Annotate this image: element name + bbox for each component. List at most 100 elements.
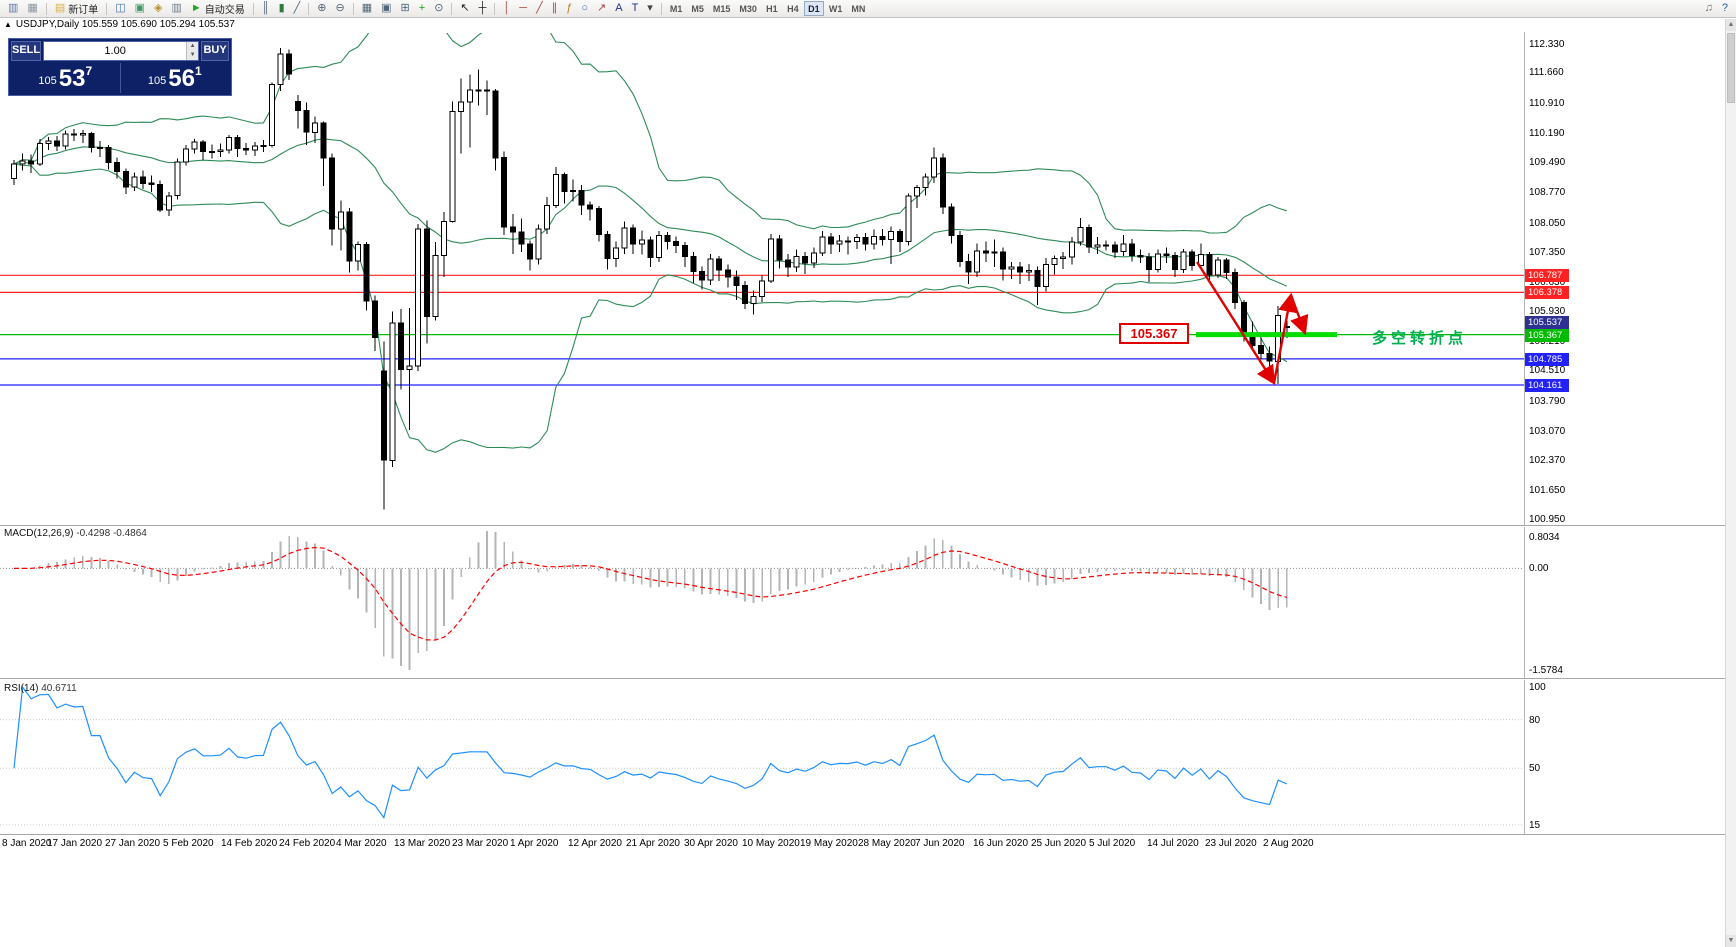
indicators-icon: + [418, 2, 426, 14]
new-order-label: 新订单 [68, 5, 99, 16]
timeframe-m30[interactable]: M30 [739, 4, 757, 14]
indicators-button[interactable]: + [415, 1, 429, 17]
trend-arrow-1[interactable] [1195, 261, 1276, 386]
line-chart-button[interactable]: ╱ [290, 1, 305, 17]
sell-price-big: 53 [58, 65, 86, 92]
bollinger-upper-band [13, 33, 1287, 234]
crosshair-button[interactable]: ┼ [475, 1, 491, 17]
tile-windows-button[interactable]: ▦ [358, 1, 376, 17]
main-toolbar: ▥ ▦ ▤ 新订单 ◫ ▣ ◈ ▥ ► 自动交易 ║ ▮ ╱ ⊕ ⊖ ▦ ▣ ⊞ + ⊙ ↖ ┼ │ ─ ╱ ∥ ƒ ○ ↗ A T ▾ M1 M… [0, 0, 1736, 18]
new-order-icon: ▤ [54, 2, 66, 14]
scrollbar-up-icon[interactable]: ▲ [1726, 19, 1736, 31]
timeframe-m5[interactable]: M5 [691, 4, 704, 14]
shapes-icon: ○ [581, 2, 588, 14]
toolbar-separator [308, 2, 310, 15]
trend-arrow-2[interactable] [1272, 292, 1298, 384]
scrollbar-down-icon[interactable]: ▼ [1726, 935, 1736, 947]
vertical-line-button[interactable]: │ [499, 1, 514, 17]
scrollbar-thumb[interactable] [1727, 33, 1735, 103]
sound-button[interactable]: ♫ [1701, 1, 1717, 17]
collapse-triangle-icon[interactable]: ▲ [4, 20, 12, 29]
cursor-button[interactable]: ↖ [456, 1, 473, 17]
toolbar-separator [494, 2, 496, 15]
one-click-trading-panel: SELL ▲ ▼ BUY 105 53 7 105 56 1 [8, 38, 232, 96]
cursor-icon: ↖ [460, 2, 470, 14]
lot-down-icon[interactable]: ▼ [189, 52, 196, 58]
sell-button[interactable]: SELL [11, 41, 42, 61]
arrows-tool-button[interactable]: ↗ [593, 1, 610, 17]
zoom-out-button[interactable]: ⊖ [332, 1, 349, 17]
horizontal-line-button[interactable]: ─ [515, 1, 531, 17]
profiles-icon: ▦ [27, 2, 38, 14]
periods-button[interactable]: ⊙ [430, 1, 447, 17]
help-icon: ? [1721, 2, 1728, 14]
fibonacci-button[interactable]: ƒ [562, 1, 576, 17]
channel-button[interactable]: ∥ [548, 1, 562, 17]
timeframe-m1[interactable]: M1 [669, 4, 683, 14]
lot-up-icon[interactable]: ▲ [189, 43, 196, 49]
text-label-button[interactable]: T [628, 1, 643, 17]
crosshair-icon: ┼ [478, 2, 487, 14]
toolbar-separator [45, 2, 47, 15]
bar-chart-icon: ║ [261, 2, 270, 14]
trade-panel-prices: 105 53 7 105 56 1 [11, 63, 229, 93]
help-button[interactable]: ? [1718, 1, 1732, 17]
candlestick-chart-button[interactable]: ▮ [275, 1, 289, 17]
lot-size-input[interactable] [44, 42, 187, 60]
new-order-button[interactable]: ▤ 新订单 [51, 1, 102, 17]
auto-arrange-icon: ▣ [381, 2, 392, 14]
market-watch-icon: ◫ [115, 2, 126, 14]
horizontal-line-icon: ─ [519, 2, 528, 14]
market-watch-button[interactable]: ◫ [111, 1, 129, 17]
objects-more-button[interactable]: ▾ [643, 1, 657, 17]
candlestick-series [11, 47, 1290, 510]
autotrading-label: 自动交易 [204, 5, 245, 16]
shapes-button[interactable]: ○ [577, 1, 592, 17]
new-chart-button[interactable]: ▥ [4, 1, 22, 17]
timeframe-d1[interactable]: D1 [803, 1, 824, 16]
macd-signal-line [14, 546, 1287, 641]
grid-icon: ⊞ [400, 2, 410, 14]
zoom-out-icon: ⊖ [335, 2, 345, 14]
timeframe-h4[interactable]: H4 [787, 4, 799, 14]
buy-price-pip: 1 [194, 64, 202, 78]
text-button[interactable]: A [611, 1, 626, 17]
line-chart-icon: ╱ [293, 2, 301, 14]
zoom-in-button[interactable]: ⊕ [313, 1, 330, 17]
toolbar-separator [106, 2, 108, 15]
trend-arrow-3[interactable] [1289, 294, 1309, 336]
timeframe-w1[interactable]: W1 [828, 4, 843, 14]
toolbar-separator [451, 2, 453, 15]
arrows-tool-icon: ↗ [597, 2, 607, 14]
sell-price-button[interactable]: 105 53 7 [11, 63, 120, 93]
buy-button[interactable]: BUY [201, 41, 229, 61]
auto-arrange-button[interactable]: ▣ [377, 1, 395, 17]
trendline-button[interactable]: ╱ [532, 1, 547, 17]
sell-price-pip: 7 [85, 64, 93, 78]
profiles-button[interactable]: ▦ [23, 1, 41, 17]
vertical-line-icon: │ [503, 2, 511, 14]
toolbar-separator [660, 2, 662, 15]
panel-separator-macd[interactable] [0, 525, 1736, 527]
navigator-button[interactable]: ◈ [150, 1, 166, 17]
terminal-button[interactable]: ▥ [168, 1, 186, 17]
main-chart-panel [0, 33, 1524, 510]
navigator-icon: ◈ [154, 2, 163, 14]
autotrading-icon: ► [190, 2, 202, 14]
date-axis-separator [0, 834, 1736, 836]
bar-chart-button[interactable]: ║ [258, 1, 274, 17]
macd-histogram [21, 531, 1288, 670]
grid-button[interactable]: ⊞ [397, 1, 414, 17]
text-label-icon: T [631, 2, 639, 14]
sell-price-prefix: 105 [38, 75, 57, 87]
timeframe-m15[interactable]: M15 [712, 4, 731, 14]
bollinger-lower-band [13, 163, 1288, 453]
panel-separator-rsi[interactable] [0, 678, 1736, 680]
data-window-button[interactable]: ▣ [131, 1, 149, 17]
vertical-scrollbar[interactable]: ▲ ▼ [1725, 19, 1736, 947]
timeframe-h1[interactable]: H1 [766, 4, 778, 14]
autotrading-button[interactable]: ► 自动交易 [187, 1, 249, 17]
timeframe-mn[interactable]: MN [851, 4, 866, 14]
buy-price-button[interactable]: 105 56 1 [121, 63, 230, 93]
